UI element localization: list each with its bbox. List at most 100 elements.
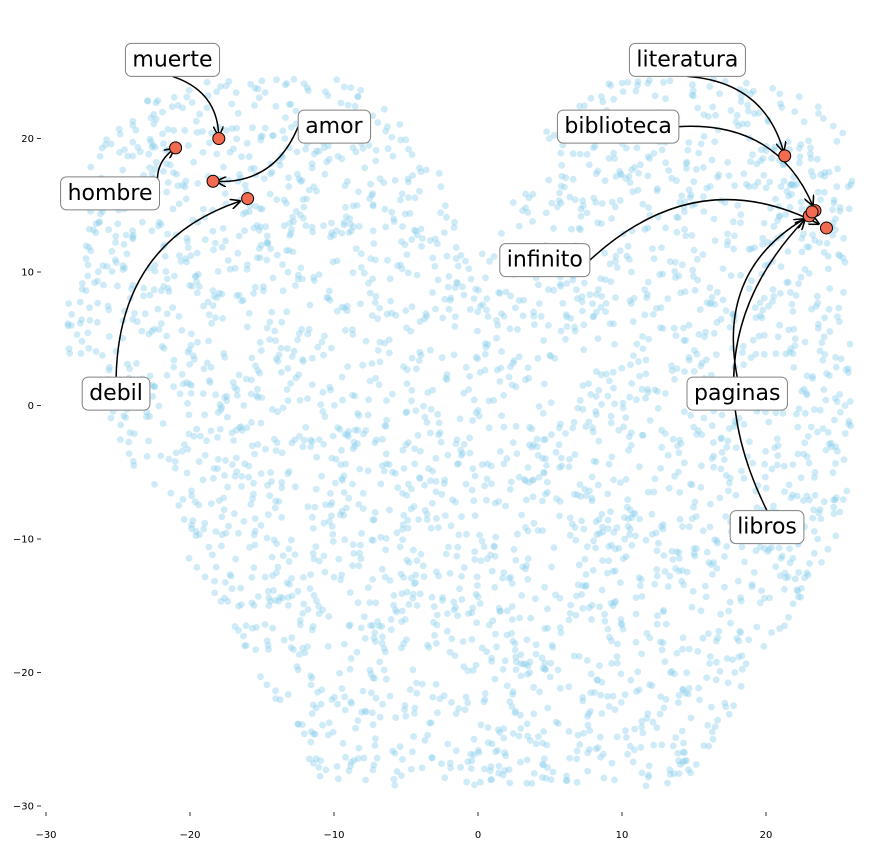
background-point — [405, 194, 412, 201]
background-point — [326, 297, 334, 304]
background-point — [133, 318, 141, 326]
background-point — [565, 683, 573, 691]
background-point — [267, 469, 275, 476]
background-point — [434, 276, 442, 284]
background-point — [433, 621, 441, 629]
background-point — [688, 515, 696, 523]
background-point — [139, 218, 146, 226]
background-point — [380, 467, 388, 475]
background-point — [592, 745, 600, 753]
background-point — [266, 492, 274, 500]
background-point — [505, 575, 513, 582]
background-point — [760, 643, 768, 650]
background-point — [626, 531, 633, 539]
background-point — [574, 581, 582, 589]
background-point — [188, 382, 195, 389]
background-point — [574, 295, 581, 302]
background-point — [285, 174, 292, 182]
background-point — [265, 594, 273, 602]
background-point — [766, 594, 773, 602]
background-point — [593, 676, 601, 684]
background-point — [235, 602, 243, 610]
background-point — [273, 355, 280, 363]
background-point — [461, 564, 468, 571]
background-point — [399, 223, 406, 230]
background-point — [631, 510, 639, 517]
background-point — [816, 347, 824, 355]
background-point — [658, 741, 666, 749]
background-point — [340, 83, 348, 91]
background-point — [737, 594, 744, 602]
background-point — [601, 177, 609, 185]
background-point — [595, 516, 603, 523]
background-point — [382, 450, 390, 458]
background-point — [528, 425, 536, 433]
background-point — [768, 465, 776, 473]
background-point — [541, 755, 548, 763]
background-point — [400, 465, 408, 472]
background-point — [708, 455, 716, 462]
background-point — [632, 638, 640, 646]
background-point — [285, 558, 293, 565]
background-point — [750, 569, 758, 576]
word-label-debil: debil — [81, 376, 151, 411]
background-point — [632, 594, 640, 601]
background-point — [267, 245, 275, 253]
background-point — [566, 610, 574, 617]
background-point — [225, 522, 232, 530]
background-point — [790, 325, 798, 333]
background-point — [435, 431, 443, 439]
background-point — [793, 492, 801, 500]
background-point — [493, 643, 500, 651]
background-point — [810, 528, 818, 535]
background-point — [555, 197, 563, 205]
background-point — [697, 140, 705, 148]
background-point — [624, 78, 632, 86]
background-point — [610, 384, 617, 392]
background-point — [718, 434, 725, 442]
background-point — [608, 215, 615, 222]
background-point — [522, 524, 529, 531]
background-point — [643, 294, 650, 301]
background-point — [469, 417, 476, 424]
background-point — [829, 231, 836, 239]
background-point — [464, 699, 472, 707]
background-point — [685, 186, 693, 194]
background-point — [170, 126, 178, 134]
background-point — [535, 281, 542, 289]
background-point — [436, 429, 444, 436]
background-point — [231, 384, 239, 391]
background-point — [433, 611, 441, 619]
background-point — [378, 565, 386, 573]
background-point — [168, 103, 176, 110]
background-point — [328, 344, 335, 352]
background-point — [656, 271, 664, 278]
background-point — [812, 303, 820, 310]
background-point — [349, 330, 357, 338]
background-point — [345, 767, 353, 775]
background-point — [731, 232, 738, 240]
background-point — [675, 549, 683, 557]
background-point — [673, 548, 681, 556]
background-point — [296, 432, 303, 440]
background-point — [478, 537, 486, 545]
background-point — [389, 152, 397, 160]
background-point — [250, 602, 258, 609]
background-point — [188, 282, 196, 290]
background-point — [184, 445, 192, 453]
background-point — [206, 139, 213, 147]
background-point — [123, 250, 131, 258]
background-point — [299, 356, 306, 363]
background-point — [94, 277, 101, 285]
background-point — [635, 574, 643, 582]
background-point — [542, 665, 549, 673]
background-point — [240, 518, 248, 525]
background-point — [683, 165, 690, 172]
background-point — [562, 430, 569, 437]
background-point — [308, 381, 316, 388]
background-point — [580, 346, 588, 354]
background-point — [669, 556, 677, 563]
background-point — [287, 101, 295, 108]
background-point — [711, 723, 719, 731]
background-point — [185, 554, 193, 562]
